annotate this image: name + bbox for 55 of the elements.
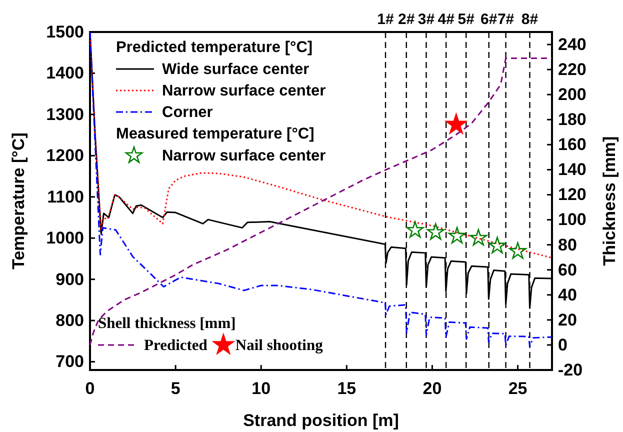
legend-label: Wide surface center (162, 61, 310, 78)
y2-tick-label: 20 (558, 310, 577, 330)
text: 5# (458, 11, 476, 28)
point (470, 229, 488, 246)
y-tick-label: 700 (56, 352, 84, 372)
point (488, 236, 506, 254)
annotation: Shell thickness [mm] (98, 315, 236, 332)
x-tick-label: 0 (85, 379, 95, 398)
text: 7# (497, 11, 515, 28)
y2-tick-label: 180 (558, 110, 586, 130)
legend-label: Predicted (144, 337, 208, 354)
text: 3# (418, 11, 436, 28)
y-tick-label: 1100 (47, 187, 84, 206)
y2-tick-label: 220 (558, 60, 586, 79)
y2-tick-label: 140 (558, 160, 586, 180)
y-tick-label: 1200 (46, 146, 84, 166)
y-tick-label: 1400 (46, 64, 84, 83)
y2-tick-label: 160 (558, 135, 586, 154)
y-tick-label: 1000 (46, 228, 84, 248)
legend-label: Nail shooting (235, 337, 324, 354)
y-tick-label: 800 (56, 310, 84, 330)
y2-tick-label: 0 (558, 335, 568, 354)
annotation: Measured temperature [°C] (116, 126, 314, 142)
y2-tick-label: 100 (558, 210, 586, 230)
y-axis-title: Temperature [°C] (9, 132, 28, 270)
point (426, 223, 444, 240)
y2-axis-title: Thickness [mm] (600, 136, 619, 266)
x-tick-label: 15 (337, 379, 356, 398)
legend-label: Narrow surface center (162, 82, 326, 100)
y2-tick-label: 240 (558, 34, 586, 54)
point (509, 242, 526, 259)
text: 4# (438, 11, 456, 28)
y2-tick-label: 80 (558, 235, 577, 254)
text: 8# (521, 11, 539, 28)
x-axis-title: Strand position [m] (243, 411, 399, 430)
x-tick-label: 25 (508, 379, 528, 398)
x-tick-label: 20 (422, 379, 442, 398)
y2-tick-label: 60 (558, 260, 577, 280)
point (448, 226, 466, 244)
text: 6# (480, 11, 498, 28)
y2-tick-label: 40 (558, 285, 577, 304)
y-tick-label: 1300 (46, 104, 84, 124)
x-tick-label: 5 (170, 379, 180, 398)
text: 1# (377, 11, 395, 28)
y-tick-label: 1500 (46, 22, 84, 42)
text: 2# (398, 11, 416, 28)
legend-label: Narrow surface center (162, 148, 326, 164)
y2-tick-label: 120 (558, 185, 586, 204)
y-tick-label: 900 (56, 270, 84, 289)
y2-tick-label: -20 (558, 360, 583, 380)
annotation: Predicted temperature [°C] (116, 39, 313, 56)
y2-tick-label: 200 (558, 85, 586, 104)
point (406, 221, 424, 238)
x-tick-label: 10 (252, 379, 271, 398)
legend-label: Corner (162, 104, 213, 121)
